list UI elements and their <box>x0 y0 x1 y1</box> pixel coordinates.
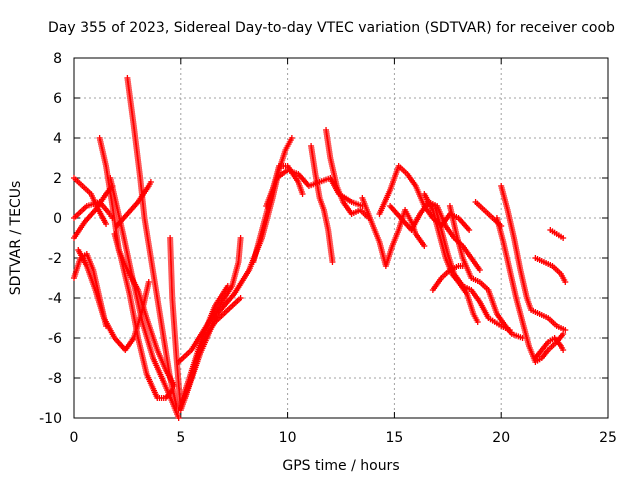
x-tick-label: 5 <box>176 430 185 446</box>
x-tick-label: 10 <box>279 430 297 446</box>
data-point <box>175 415 182 421</box>
data-point <box>421 243 428 249</box>
y-tick-label: -2 <box>48 251 62 267</box>
data-point <box>329 259 336 265</box>
data-point <box>560 235 567 241</box>
y-tick-label: 4 <box>53 131 62 147</box>
y-tick-label: -6 <box>48 331 62 347</box>
data-point <box>237 235 244 241</box>
data-points <box>71 75 569 421</box>
x-tick-label: 20 <box>492 430 510 446</box>
data-point <box>562 279 569 285</box>
data-point <box>562 327 569 333</box>
y-tick-label: 8 <box>53 51 62 67</box>
data-point <box>299 191 306 197</box>
data-point <box>288 135 295 141</box>
axis-ticks: 0 5 10 15 20 25 -10 -8 -6 -4 -2 0 2 4 6 8 <box>39 51 617 446</box>
data-point <box>237 295 244 301</box>
y-tick-label: 2 <box>53 171 62 187</box>
data-point <box>145 279 152 285</box>
data-point <box>560 347 567 353</box>
data-point <box>459 263 466 269</box>
y-axis-label: SDTVAR / TECUs <box>8 181 24 296</box>
x-tick-label: 25 <box>599 430 617 446</box>
data-point <box>476 267 483 273</box>
data-point <box>147 179 154 185</box>
x-axis-label: GPS time / hours <box>282 458 399 474</box>
data-point <box>466 227 473 233</box>
data-point <box>224 283 231 289</box>
data-point <box>169 387 176 393</box>
chart-title: Day 355 of 2023, Sidereal Day-to-day VTE… <box>48 20 615 36</box>
y-tick-label: -4 <box>48 291 62 307</box>
x-tick-label: 15 <box>385 430 403 446</box>
y-tick-label: 0 <box>53 211 62 227</box>
y-tick-label: -8 <box>48 371 62 387</box>
x-tick-label: 0 <box>70 430 79 446</box>
y-tick-label: -10 <box>39 411 62 427</box>
data-point <box>474 319 481 325</box>
data-point <box>103 221 110 227</box>
y-tick-label: 6 <box>53 91 62 107</box>
data-point <box>560 331 567 337</box>
